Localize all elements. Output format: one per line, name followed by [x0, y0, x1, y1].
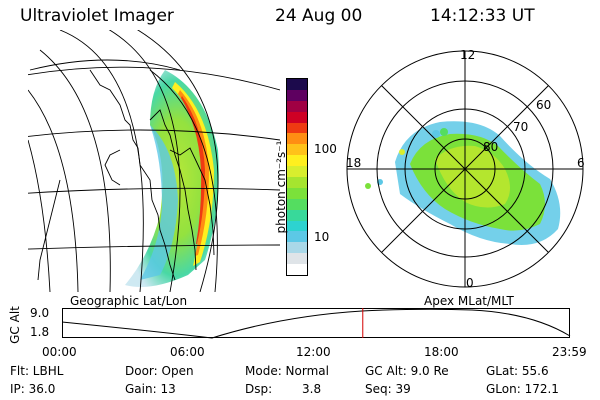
glat-info: GLat: 55.6: [486, 364, 549, 378]
colorbar-segment: [287, 111, 307, 123]
mlt-label-18: 18: [346, 156, 362, 170]
seq-info: Seq: 39: [365, 382, 411, 396]
colorbar-segment: [287, 122, 307, 134]
geographic-image: [28, 30, 280, 292]
dsp-label: Dsp:: [245, 382, 273, 396]
colorbar-unit-label: photon cm⁻²s⁻¹: [274, 140, 288, 234]
gc-alt-info: GC Alt: 9.0 Re: [365, 364, 449, 378]
colorbar-segment: [287, 166, 307, 177]
colorbar-segment: [287, 231, 307, 243]
filter-info: Flt: LBHL: [10, 364, 64, 378]
colorbar: [286, 78, 308, 276]
mlt-label-6: 6: [577, 156, 585, 170]
colorbar-segment: [287, 209, 307, 221]
glon-info: GLon: 172.1: [486, 382, 559, 396]
colorbar-segment: [287, 89, 307, 101]
colorbar-tick-100: 100: [314, 142, 337, 156]
timeline-tick-0000: 00:00: [42, 345, 77, 359]
altitude-curve: [61, 308, 571, 339]
colorbar-segment: [287, 176, 307, 188]
altitude-timeline: [61, 308, 571, 339]
colorbar-tick-10: 10: [314, 230, 330, 244]
dsp-value: 3.8: [302, 382, 322, 396]
colorbar-segment: [287, 78, 307, 90]
timeline-tick-1800: 18:00: [424, 345, 459, 359]
colorbar-segment: [287, 133, 307, 145]
colorbar-segment: [287, 253, 307, 265]
mode-info: Mode: Normal: [245, 364, 329, 378]
mlt-label-0: 0: [466, 276, 474, 290]
timeline-ymax: 9.0: [30, 306, 50, 320]
timeline-ymin: 1.8: [30, 325, 50, 339]
mlt-label-12: 12: [460, 48, 476, 62]
colorbar-segment: [287, 144, 307, 156]
time-label: 14:12:33 UT: [430, 6, 535, 26]
timeline-tick-1200: 12:00: [296, 345, 331, 359]
colorbar-segment: [287, 242, 307, 254]
mlat-label-80: 80: [483, 140, 499, 154]
colorbar-segment: [287, 264, 307, 275]
gain-info: Gain: 13: [125, 382, 176, 396]
colorbar-segment: [287, 187, 307, 199]
app-title: Ultraviolet Imager: [20, 6, 174, 26]
timeline-tick-0600: 06:00: [170, 345, 205, 359]
polar-panel-label: Apex MLat/MLT: [424, 294, 514, 308]
colorbar-segment: [287, 155, 307, 167]
timeline-tick-2359: 23:59: [552, 345, 587, 359]
timeline-ylabel: GC Alt: [8, 306, 22, 344]
polar-plot: [346, 50, 584, 288]
geographic-panel-label: Geographic Lat/Lon: [70, 294, 188, 308]
colorbar-segment: [287, 220, 307, 232]
door-info: Door: Open: [125, 364, 194, 378]
mlat-label-70: 70: [513, 120, 529, 134]
mlat-label-60: 60: [536, 98, 552, 112]
colorbar-segment: [287, 198, 307, 210]
date-label: 24 Aug 00: [275, 6, 363, 26]
colorbar-segment: [287, 100, 307, 112]
ip-info: IP: 36.0: [10, 382, 56, 396]
